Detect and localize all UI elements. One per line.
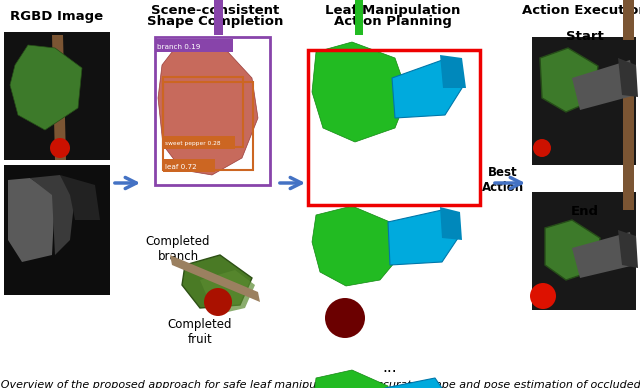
Text: Action Planning: Action Planning [334,15,452,28]
Text: Completed
branch: Completed branch [146,235,211,263]
Bar [532,192,636,310]
Text: branch 0.19: branch 0.19 [157,44,200,50]
Polygon shape [312,42,408,142]
Text: Scene-consistent: Scene-consistent [151,4,279,17]
Polygon shape [312,206,400,286]
Text: Shape Completion: Shape Completion [147,15,283,28]
Bar [532,37,636,165]
Circle shape [533,139,551,157]
Bar [163,159,215,172]
Polygon shape [385,378,450,388]
Bar [155,39,233,52]
Polygon shape [52,35,66,160]
Bar [214,0,223,35]
Text: Start: Start [566,30,604,43]
Bar [308,50,480,205]
Polygon shape [545,220,600,280]
Circle shape [325,298,365,338]
Polygon shape [388,210,458,265]
Text: leaf 0.72: leaf 0.72 [165,164,196,170]
Polygon shape [618,230,638,268]
Bar [163,82,253,170]
Bar [623,0,634,40]
Polygon shape [572,60,636,110]
Polygon shape [618,58,638,97]
Text: Action Execution: Action Execution [522,4,640,17]
Text: End: End [571,205,599,218]
Polygon shape [440,55,466,88]
Bar [623,92,634,210]
Polygon shape [182,255,252,308]
Polygon shape [440,207,462,240]
Bar [163,136,235,149]
Polygon shape [60,175,100,220]
Polygon shape [158,42,258,175]
Bar [155,37,270,185]
Circle shape [530,283,556,309]
Polygon shape [10,45,82,130]
Text: Leaf Manipulation: Leaf Manipulation [325,4,461,17]
Text: Fig. 2. Overview of the proposed approach for safe leaf manipulation for accurat: Fig. 2. Overview of the proposed approac… [0,380,640,388]
Bar [4,32,110,160]
Bar [355,0,363,35]
Bar [163,77,243,147]
Text: Completed
fruit: Completed fruit [168,318,232,346]
Polygon shape [540,48,598,112]
Polygon shape [392,58,462,118]
Polygon shape [8,178,55,262]
Bar [4,165,110,295]
Polygon shape [572,232,635,278]
Text: sweet pepper 0.28: sweet pepper 0.28 [165,141,221,146]
Text: Best
Action: Best Action [482,166,524,194]
Polygon shape [30,175,75,255]
Polygon shape [200,270,255,315]
Circle shape [204,288,232,316]
Circle shape [50,138,70,158]
Text: ...: ... [383,360,397,376]
Polygon shape [170,255,260,302]
Polygon shape [314,370,393,388]
Text: RGBD Image: RGBD Image [10,10,104,23]
